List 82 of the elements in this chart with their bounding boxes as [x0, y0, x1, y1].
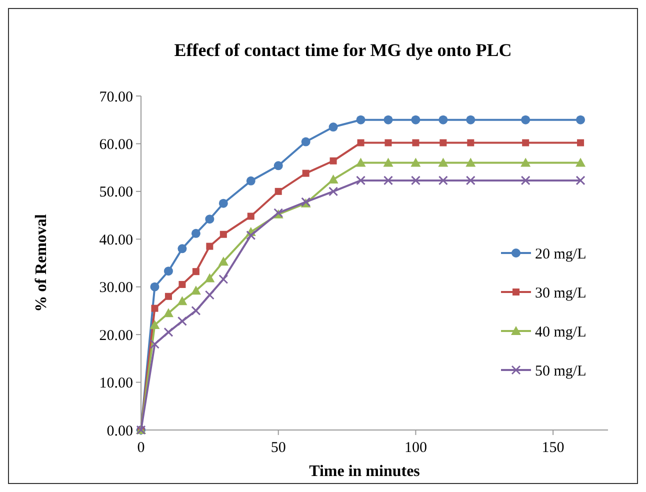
y-tick-label: 20.00 [99, 328, 133, 344]
point [438, 158, 448, 167]
x-tick-label: 150 [542, 440, 564, 456]
point [192, 268, 200, 276]
point [411, 115, 420, 124]
point [410, 176, 420, 186]
legend-label: 50 mg/L [535, 363, 586, 380]
point [576, 115, 586, 124]
y-tick-label: 30.00 [99, 280, 133, 296]
point [164, 266, 173, 276]
point [466, 158, 476, 167]
point [577, 139, 584, 146]
legend-label: 20 mg/L [535, 246, 586, 262]
y-tick-label: 10.00 [99, 376, 133, 392]
point [246, 176, 256, 186]
point [274, 188, 282, 195]
point [301, 137, 310, 146]
point [466, 115, 476, 124]
point [522, 139, 530, 146]
point [177, 296, 188, 306]
point [440, 139, 447, 146]
legend-label: 40 mg/L [535, 324, 586, 340]
point [466, 176, 476, 186]
point [356, 115, 366, 124]
point [521, 115, 530, 124]
legend-label: 30 mg/L [535, 285, 586, 302]
y-axis-title: % of Removal [33, 214, 50, 312]
point [438, 115, 448, 124]
x-tick-label: 0 [137, 440, 145, 456]
point [356, 176, 366, 186]
y-tick-label: 0.00 [106, 423, 133, 440]
point [178, 280, 186, 288]
point [328, 122, 338, 132]
point [205, 214, 214, 224]
y-tick-label: 40.00 [99, 232, 133, 248]
point [190, 286, 201, 295]
point [150, 339, 160, 349]
point [218, 198, 228, 208]
point [246, 230, 256, 240]
point [576, 176, 586, 186]
point [302, 170, 310, 177]
point [177, 316, 187, 326]
point [384, 115, 393, 124]
y-tick-label: 50.00 [99, 184, 133, 201]
point [191, 228, 200, 238]
point [218, 256, 228, 266]
point [328, 174, 338, 184]
x-tick-label: 50 [270, 440, 286, 456]
y-tick-label: 60.00 [99, 136, 133, 153]
point [330, 157, 337, 164]
chart-title: Effecf of contact time for MG dye onto PLC [174, 40, 512, 60]
point [150, 282, 160, 292]
point [206, 242, 214, 250]
x-axis-title: Time in minutes [309, 463, 420, 480]
point [204, 273, 215, 282]
point [150, 320, 160, 330]
point [218, 274, 228, 284]
point [410, 158, 421, 167]
point [357, 139, 364, 146]
y-tick-label: 70.00 [99, 89, 133, 106]
point [328, 186, 338, 196]
point [274, 161, 283, 170]
point [164, 292, 172, 300]
point [151, 304, 158, 312]
point [438, 176, 448, 186]
point [520, 158, 531, 167]
point [383, 158, 394, 167]
point [220, 230, 227, 238]
point [467, 139, 474, 146]
x-tick-label: 100 [404, 440, 427, 456]
point [383, 176, 393, 186]
point [164, 327, 174, 337]
point [576, 158, 586, 167]
point [412, 139, 420, 146]
point [520, 176, 530, 186]
point [191, 306, 201, 316]
point [163, 308, 174, 318]
point [178, 244, 187, 254]
point [356, 158, 366, 167]
point [384, 139, 392, 146]
point [247, 212, 254, 220]
point [204, 290, 214, 300]
